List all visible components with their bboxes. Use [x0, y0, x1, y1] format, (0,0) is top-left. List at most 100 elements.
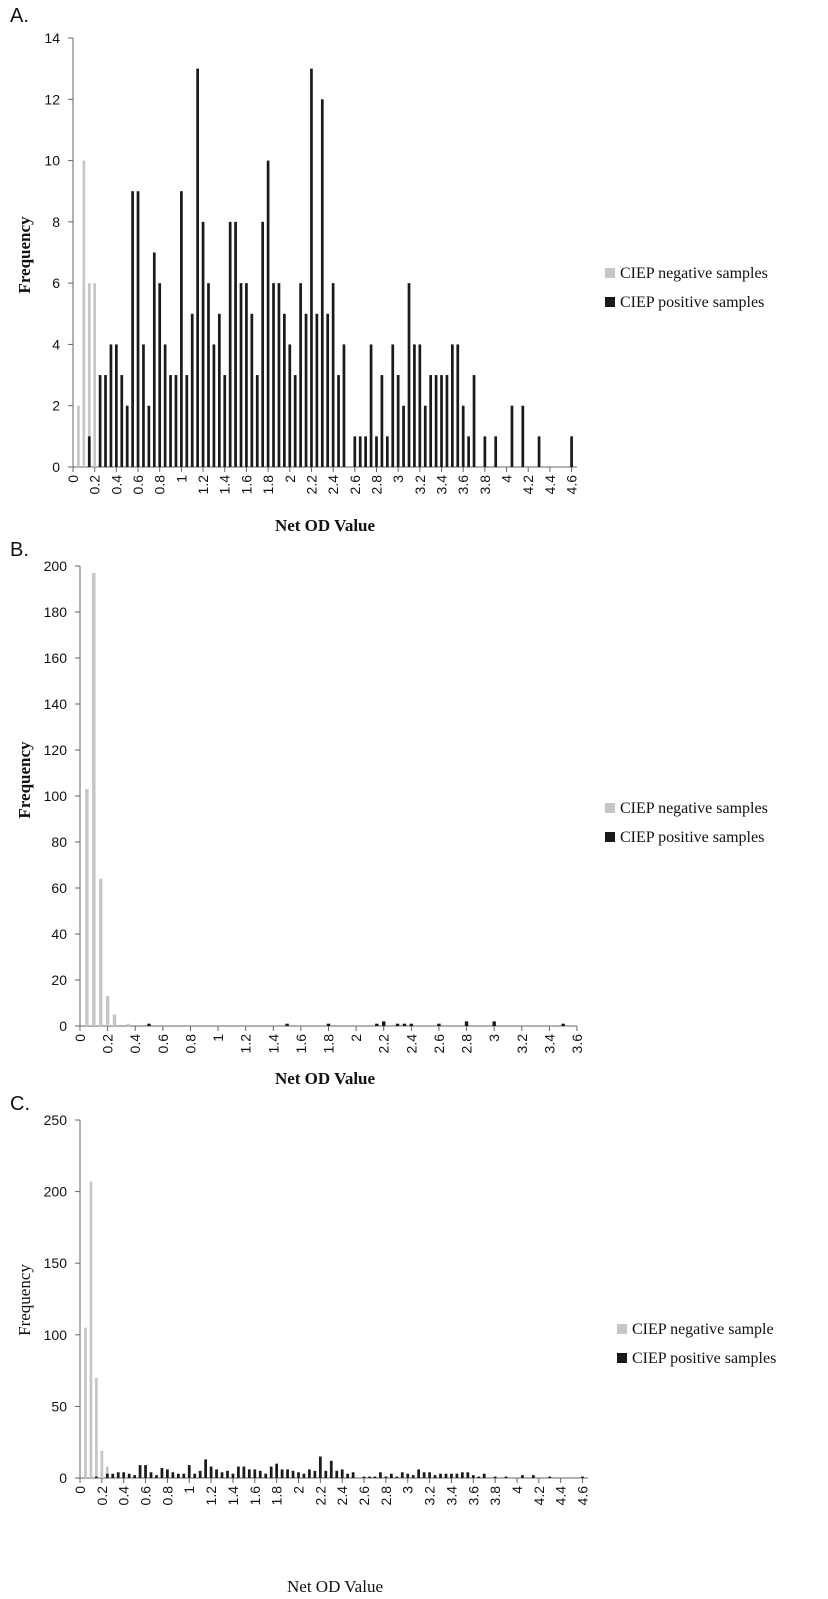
bar-ciep-positive	[131, 191, 134, 467]
x-tick-label: 1.4	[217, 475, 233, 495]
bar-ciep-positive	[127, 1473, 131, 1478]
bar-ciep-positive	[477, 1476, 481, 1478]
legend-swatch-negative	[605, 268, 615, 278]
x-tick-label: 0.4	[108, 475, 124, 495]
axis-lines	[72, 38, 577, 468]
bar-ciep-positive	[373, 1476, 377, 1478]
bar-ciep-positive	[152, 252, 156, 467]
bar-ciep-positive	[437, 1023, 441, 1026]
x-tick-label: 1.4	[265, 1034, 281, 1054]
bar-ciep-positive	[293, 375, 297, 467]
bar-ciep-positive	[483, 436, 487, 467]
bar-ciep-positive	[231, 1473, 235, 1478]
x-tick-label: 4.2	[520, 475, 536, 495]
bar-ciep-positive	[245, 283, 248, 467]
bar-ciep-positive	[315, 313, 319, 467]
x-tick-label: 3	[486, 1034, 502, 1042]
bar-ciep-positive	[331, 283, 335, 467]
x-tick-label: 1	[181, 1486, 197, 1494]
bar-ciep-positive	[109, 344, 113, 467]
x-tick-label: 1.4	[225, 1486, 241, 1506]
bar-ciep-positive	[406, 1473, 410, 1478]
bar-ciep-positive	[407, 283, 411, 467]
x-tick-label: 2	[282, 475, 298, 483]
bar-ciep-negative	[77, 405, 80, 467]
x-tick-label: 4	[509, 1486, 525, 1494]
bar-ciep-positive	[364, 436, 367, 467]
legend-label-negative: CIEP negative samples	[620, 800, 768, 817]
bar-ciep-positive	[125, 405, 129, 467]
bar-ciep-positive	[456, 344, 460, 467]
bar-ciep-positive	[215, 1469, 218, 1478]
bar-ciep-positive	[255, 375, 259, 467]
bar-ciep-positive	[138, 1465, 142, 1478]
bar-ciep-positive	[193, 1473, 197, 1478]
bar-ciep-positive	[272, 283, 275, 467]
x-tick-label: 2.6	[356, 1486, 372, 1506]
bar-ciep-positive	[95, 1476, 98, 1478]
bar-ciep-positive	[380, 375, 384, 467]
bar-ciep-positive	[455, 1473, 459, 1478]
bar-ciep-positive	[395, 1023, 400, 1026]
bar-ciep-positive	[375, 1023, 379, 1026]
bar-ciep-positive	[581, 1476, 584, 1478]
bar-ciep-positive	[375, 436, 378, 467]
x-tick-label: 0.4	[116, 1486, 132, 1506]
bar-ciep-positive	[561, 1023, 565, 1026]
panel-a-legend: CIEP negative samples CIEP positive samp…	[605, 265, 768, 311]
bar-ciep-positive	[228, 221, 232, 467]
bar-ciep-positive	[313, 1470, 317, 1478]
bar-ciep-positive	[120, 375, 124, 467]
bar-ciep-positive	[304, 313, 308, 467]
x-tick-label: 0.6	[155, 1034, 171, 1054]
bar-ciep-positive	[434, 375, 438, 467]
panel-b-chart: B. Net OD Value Frequency CIEP negative …	[10, 539, 768, 1088]
x-tick-label: 3.2	[422, 1486, 438, 1506]
bar-ciep-positive	[400, 1472, 404, 1478]
bar-ciep-positive	[353, 436, 357, 467]
bar-ciep-positive	[261, 221, 265, 467]
y-tick-label: 100	[44, 1327, 68, 1343]
bar-ciep-positive	[258, 1470, 262, 1478]
bar-ciep-positive	[185, 375, 189, 467]
bar-ciep-positive	[163, 344, 167, 467]
bar-ciep-positive	[418, 344, 422, 467]
bar-ciep-positive	[439, 1473, 442, 1478]
bar-ciep-positive	[169, 375, 172, 467]
x-tick-label: 1	[173, 475, 189, 483]
legend-label-negative: CIEP negative sample	[632, 1321, 774, 1338]
bar-ciep-negative	[87, 283, 91, 467]
panel-c-label: C.	[10, 1093, 30, 1115]
bar-ciep-positive	[105, 1473, 109, 1478]
bar-ciep-positive	[171, 1472, 175, 1478]
bar-ciep-negative	[100, 1450, 104, 1478]
legend-swatch-positive	[605, 832, 615, 842]
bar-ciep-positive	[111, 1473, 115, 1478]
x-tick-label: 3.6	[465, 1486, 481, 1506]
bar-ciep-positive	[368, 1476, 371, 1478]
bar-ciep-positive	[223, 375, 227, 467]
bar-ciep-positive	[266, 160, 270, 467]
bar-ciep-positive	[133, 1475, 136, 1478]
bar-ciep-positive	[286, 1469, 289, 1478]
x-tick-label: 2.4	[403, 1034, 419, 1054]
y-tick-label: 2	[52, 398, 60, 414]
bar-ciep-positive	[461, 1472, 464, 1478]
y-tick-label: 14	[44, 30, 60, 46]
panel-a-label: A.	[10, 5, 29, 27]
x-tick-label: 3	[400, 1486, 416, 1494]
bar-ciep-positive	[104, 375, 107, 467]
legend-swatch-negative	[605, 803, 615, 813]
x-tick-label: 0	[65, 475, 81, 483]
bar-ciep-positive	[402, 1023, 407, 1026]
x-tick-label: 2.4	[334, 1486, 350, 1506]
bar-ciep-positive	[385, 436, 389, 467]
y-tick-label: 160	[44, 650, 68, 666]
bar-ciep-positive	[308, 1469, 311, 1478]
bar-ciep-positive	[379, 1472, 382, 1478]
x-tick-label: 1.2	[195, 475, 211, 495]
bar-ciep-positive	[451, 344, 454, 467]
bar-ciep-positive	[115, 344, 118, 467]
bar-ciep-positive	[433, 1475, 437, 1478]
bar-ciep-positive	[264, 1473, 268, 1478]
